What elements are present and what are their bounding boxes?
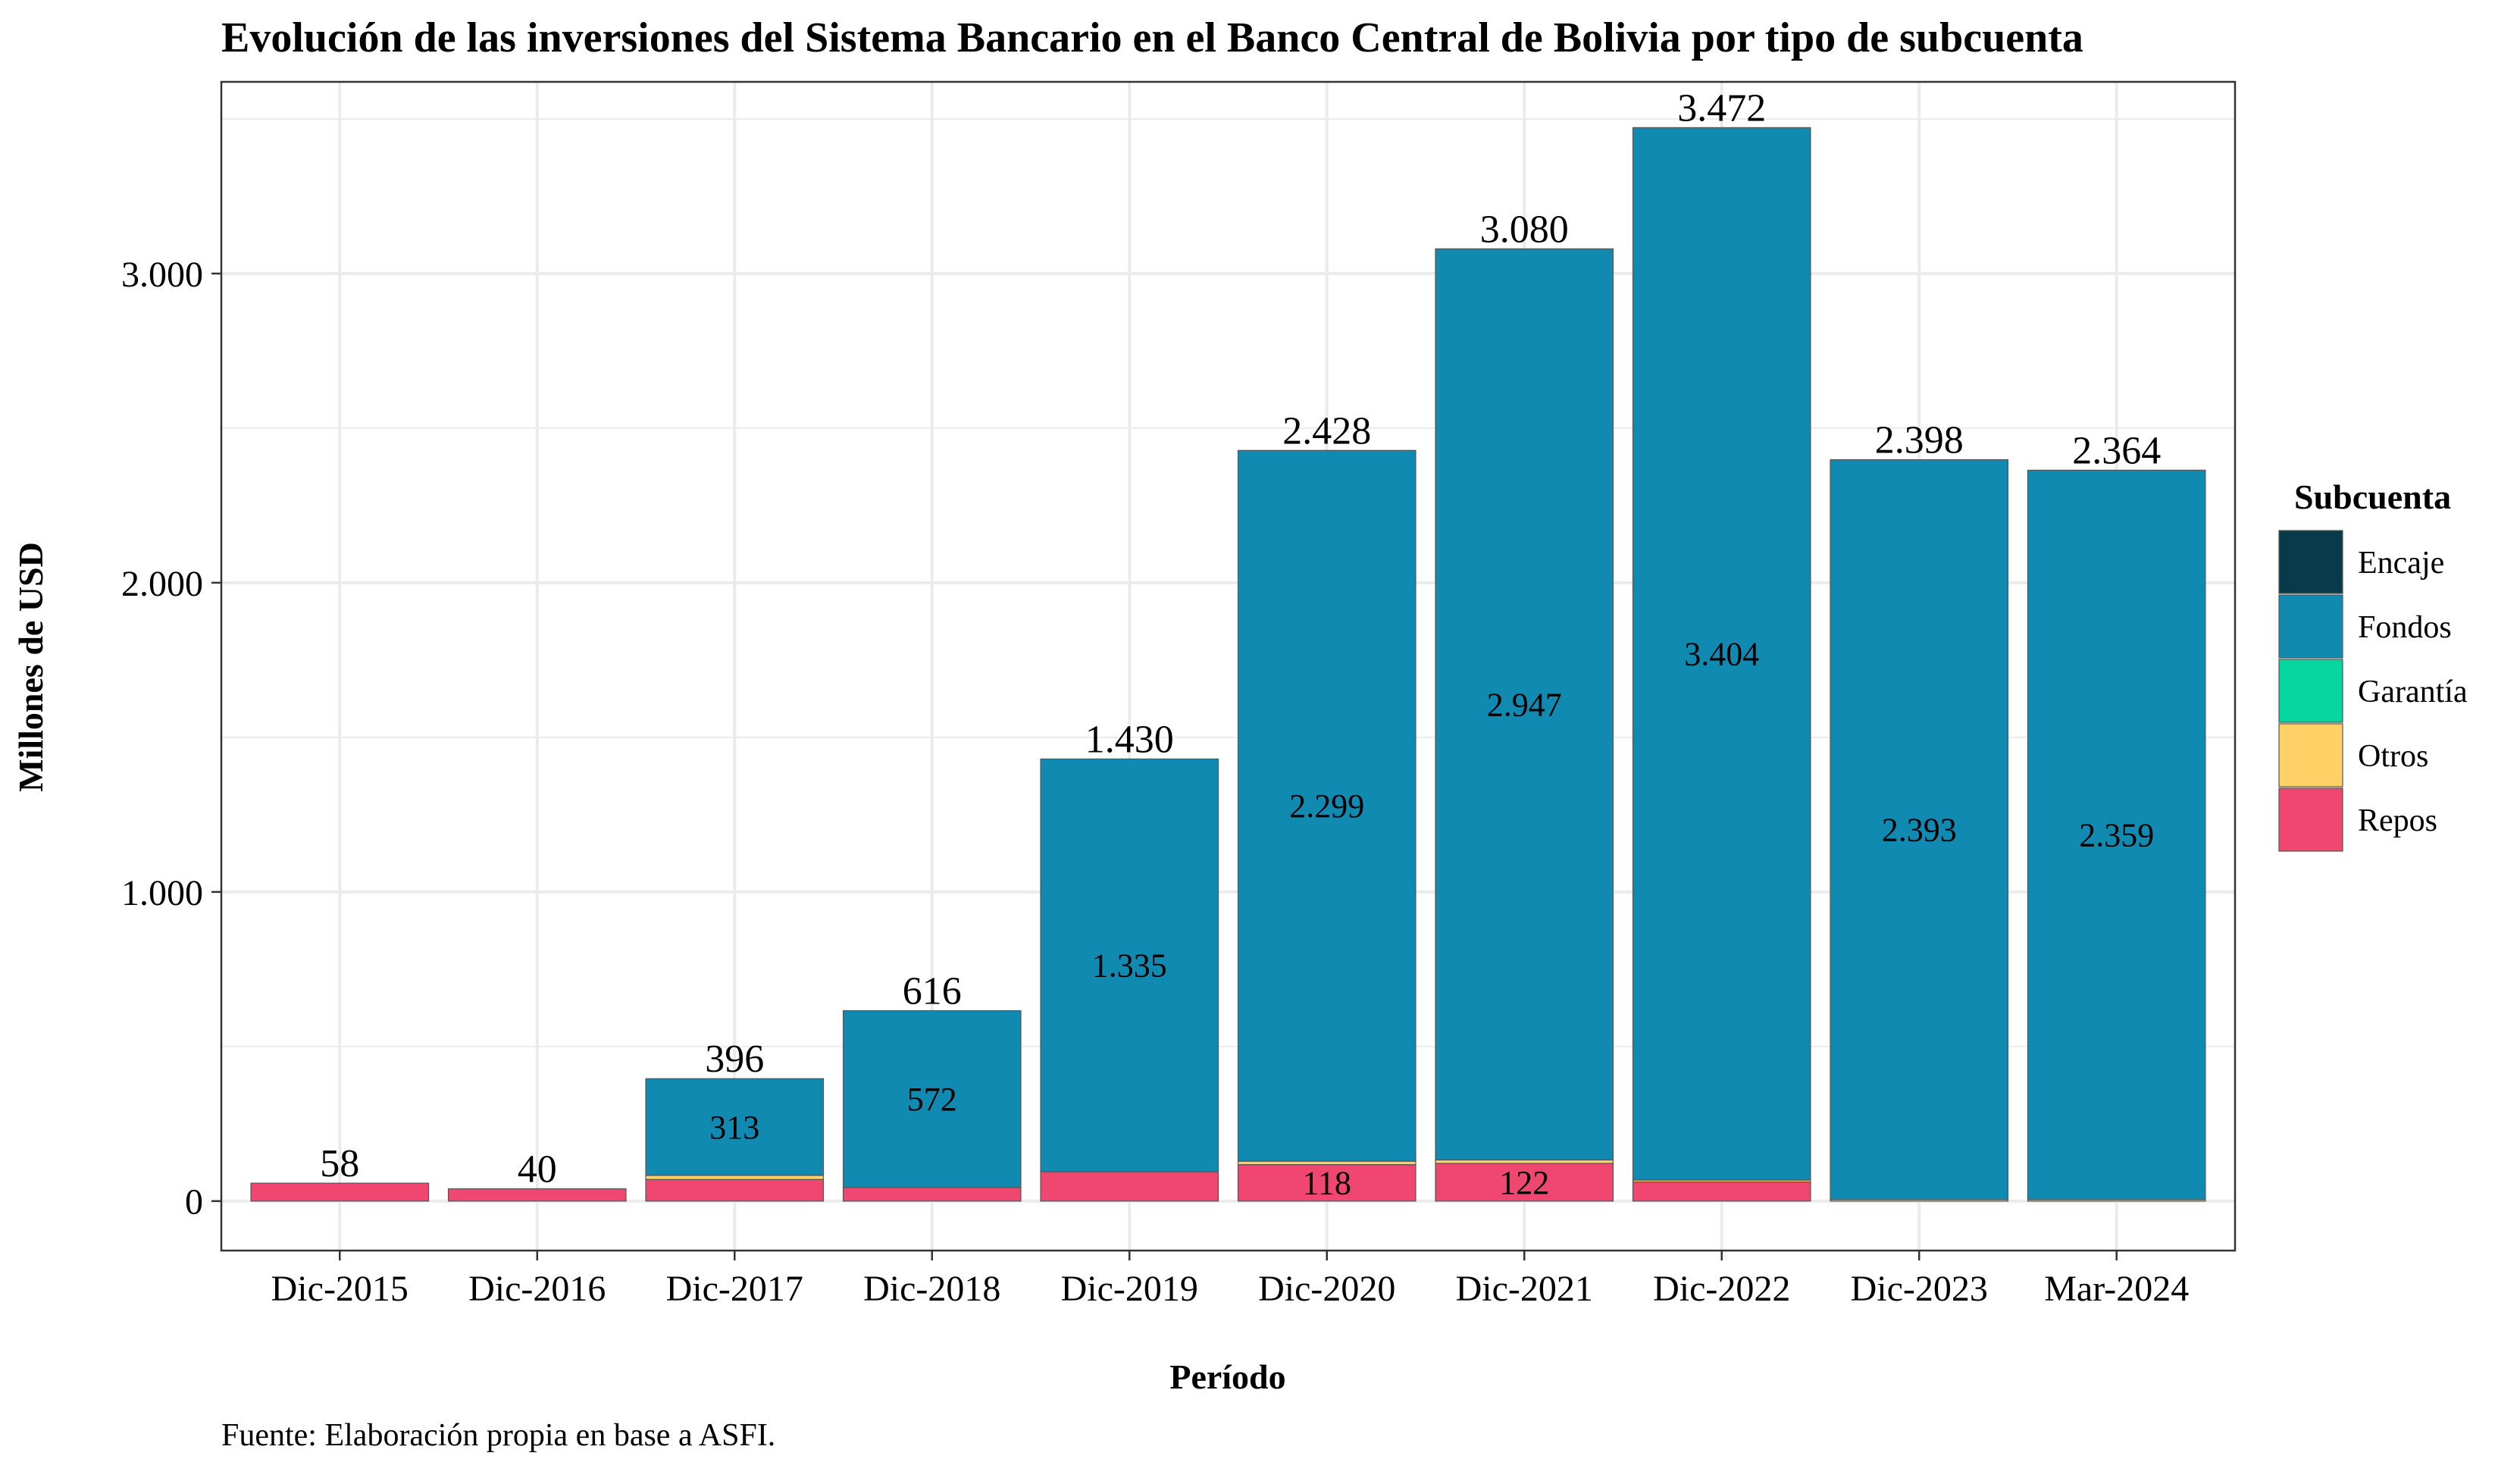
segment-label: 122 <box>1499 1164 1549 1201</box>
legend: Subcuenta Encaje Fondos Garantía Otros Repos <box>2278 477 2468 852</box>
bar-fondos-dic-2023 <box>1830 459 2009 1201</box>
legend-label: Repos <box>2358 803 2437 838</box>
total-label: 3.080 <box>1480 208 1569 251</box>
bar-fondos-dic-2020 <box>1237 449 1417 1162</box>
x-tick-label: Dic-2019 <box>1061 1269 1198 1309</box>
legend-key-garantía <box>2278 659 2343 723</box>
total-label: 616 <box>903 969 962 1013</box>
segment-label: 3.404 <box>1684 636 1759 673</box>
source-note: Fuente: Elaboración propia en base a ASF… <box>221 1418 775 1453</box>
bar-repos-dic-2021 <box>1435 1163 1614 1202</box>
bar-fondos-dic-2019 <box>1040 758 1219 1173</box>
bar-fondos-dic-2018 <box>842 1010 1022 1188</box>
total-label: 3.472 <box>1677 86 1766 130</box>
segment-label: 2.947 <box>1487 686 1562 723</box>
x-tick-label: Dic-2020 <box>1258 1269 1395 1309</box>
legend-label: Otros <box>2358 739 2428 774</box>
segment-label: 118 <box>1303 1165 1351 1202</box>
segment-label: 572 <box>907 1081 957 1118</box>
plot-border <box>220 80 2237 1252</box>
bar-fondos-dic-2021 <box>1435 248 1614 1161</box>
bar-fondos-dic-2017 <box>645 1078 825 1176</box>
y-tick-label: 2.000 <box>121 564 203 604</box>
legend-key-fondos <box>2278 594 2343 659</box>
x-axis-title: Período <box>1169 1357 1285 1396</box>
bar-repos-dic-2015 <box>250 1182 430 1202</box>
bar-repos-dic-2020 <box>1237 1163 1417 1202</box>
y-tick-label: 1.000 <box>121 873 203 913</box>
x-tick-label: Dic-2018 <box>863 1269 1000 1309</box>
legend-key-otros <box>2278 723 2343 787</box>
y-tick-label: 0 <box>185 1182 203 1223</box>
x-tick-label: Dic-2016 <box>468 1269 606 1309</box>
segment-label: 313 <box>709 1109 759 1146</box>
legend-label: Garantía <box>2358 675 2468 709</box>
bar-fondos-mar-2024 <box>2027 469 2206 1201</box>
bar-repos-dic-2017 <box>645 1179 825 1202</box>
chart-title: Evolución de las inversiones del Sistema… <box>221 14 2083 61</box>
total-label: 58 <box>320 1142 359 1185</box>
legend-key-repos <box>2278 787 2343 852</box>
segment-label: 1.335 <box>1092 947 1167 985</box>
bar-otros-dic-2017 <box>645 1175 825 1180</box>
bar-repos-dic-2022 <box>1632 1181 1811 1202</box>
legend-label: Encaje <box>2358 546 2444 581</box>
segment-label: 2.359 <box>2079 817 2154 854</box>
segment-labels: 313 572 1.335 2.299 2.947 3.404 2.393 2.359 118 1… <box>709 636 2154 1202</box>
x-tick-label: Dic-2023 <box>1851 1269 1988 1309</box>
bars <box>250 127 2206 1202</box>
total-label: 2.364 <box>2072 429 2161 472</box>
y-axis-title: Millones de USD <box>11 542 50 792</box>
x-tick-label: Dic-2017 <box>666 1269 803 1309</box>
segment-label: 2.393 <box>1882 812 1957 849</box>
legend-label: Fondos <box>2358 610 2452 645</box>
bar-fondos-dic-2022 <box>1632 127 1811 1181</box>
total-label: 1.430 <box>1085 718 1174 761</box>
legend-key-encaje <box>2278 530 2343 594</box>
total-label: 40 <box>518 1147 557 1191</box>
y-tick-label: 3.000 <box>121 255 203 295</box>
x-tick-label: Dic-2022 <box>1653 1269 1790 1309</box>
legend-title: Subcuenta <box>2294 477 2451 516</box>
segment-label: 2.299 <box>1289 787 1364 825</box>
bar-repos-dic-2018 <box>842 1187 1022 1202</box>
x-tick-label: Mar-2024 <box>2044 1269 2189 1309</box>
bar-otros-dic-2021 <box>1435 1159 1614 1164</box>
x-axis: Dic-2015 Dic-2016 Dic-2017 Dic-2018 Dic-2019… <box>271 1251 2189 1309</box>
total-label: 2.428 <box>1282 409 1371 452</box>
x-tick-label: Dic-2015 <box>271 1269 409 1309</box>
total-labels: 58 40 396 616 1.430 2.428 3.080 3.472 2.398 2.364 <box>320 86 2161 1191</box>
total-label: 2.398 <box>1875 418 1964 462</box>
x-tick-label: Dic-2021 <box>1456 1269 1593 1309</box>
bar-repos-dic-2019 <box>1040 1171 1219 1202</box>
y-axis: 0 1.000 2.000 3.000 <box>121 255 221 1223</box>
bar-repos-dic-2016 <box>447 1188 627 1202</box>
total-label: 396 <box>705 1038 764 1081</box>
